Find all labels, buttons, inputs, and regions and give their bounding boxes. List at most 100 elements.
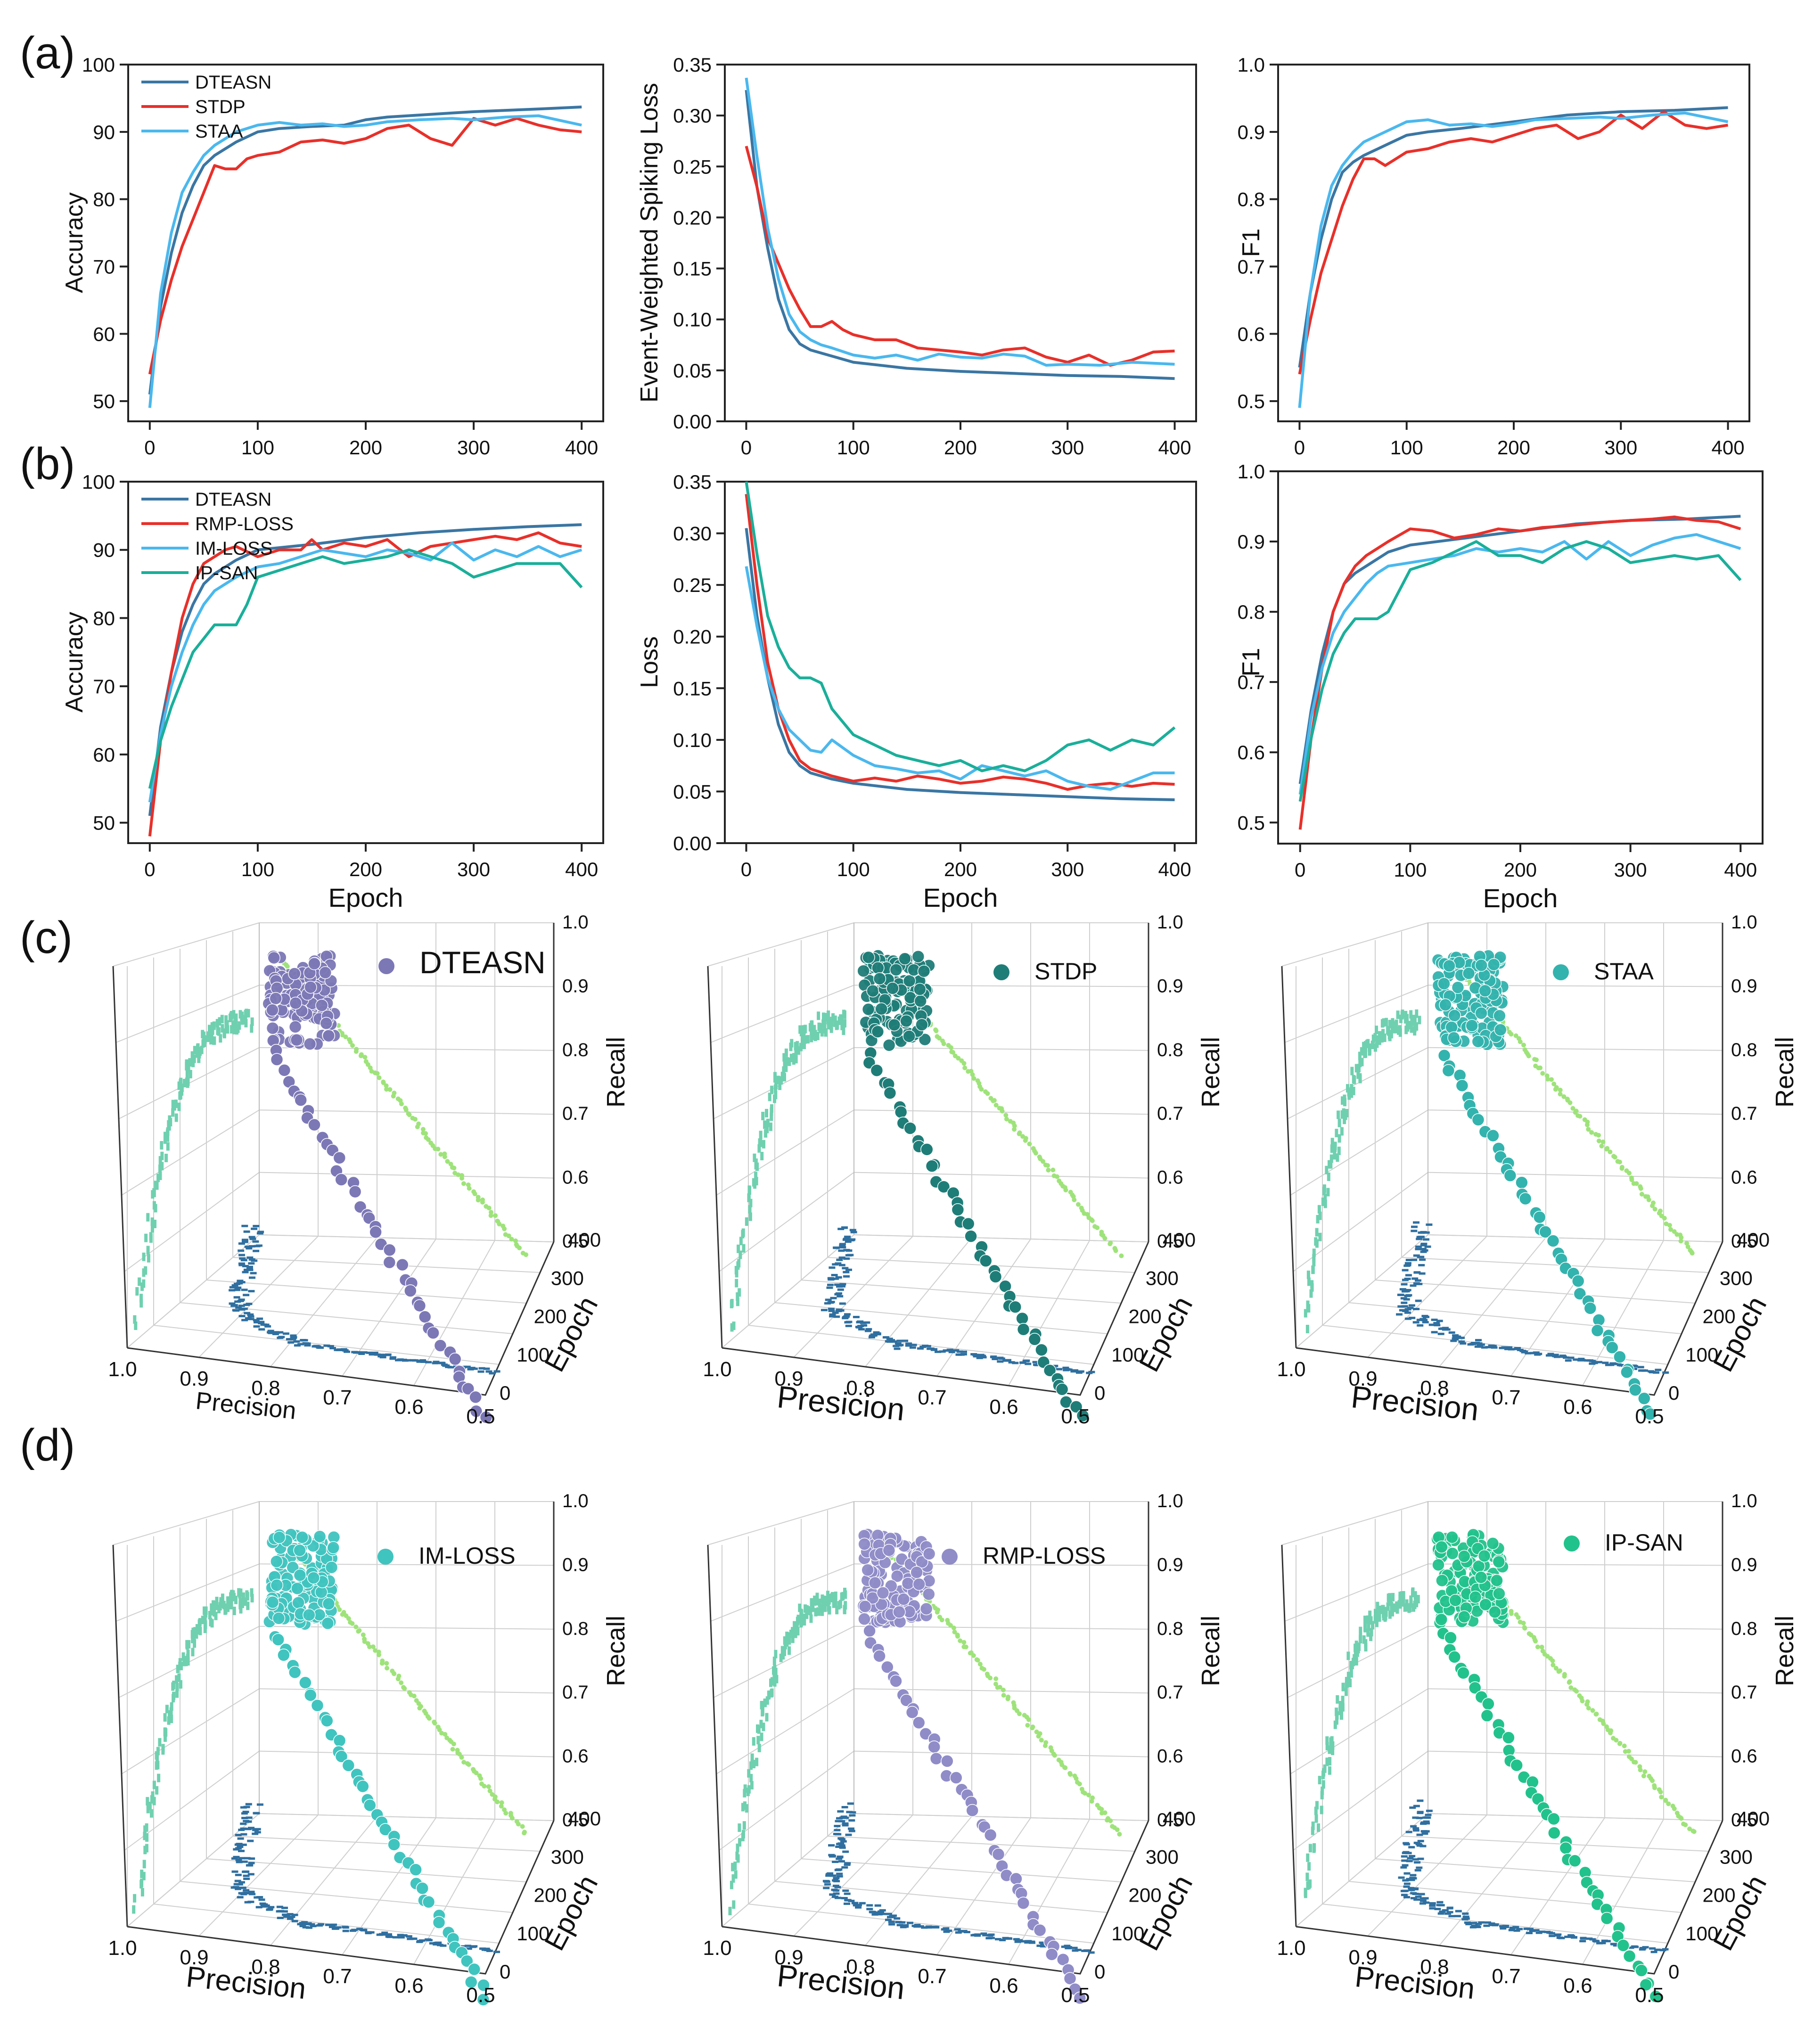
scatter-point (1623, 1949, 1636, 1963)
bottom-projection-point (1444, 1328, 1451, 1331)
bottom-projection-point (825, 1298, 832, 1301)
scatter-point (894, 1105, 908, 1119)
side-projection-point (773, 1084, 777, 1093)
series-line-rmp-loss (148, 531, 582, 837)
bottom-projection-point (246, 1265, 253, 1268)
side-projection-point (812, 1025, 816, 1034)
side-projection-point (1381, 1029, 1385, 1038)
scatter-point (1451, 981, 1465, 994)
scatter-point (1502, 1731, 1515, 1744)
bottom-projection-point (316, 1924, 323, 1927)
side-projection-point (1340, 1127, 1344, 1136)
series-line-dteasn (745, 90, 1175, 380)
scatter-point (293, 1543, 306, 1557)
bottom-projection-point (828, 1854, 835, 1856)
bottom-projection-point (1088, 1371, 1095, 1373)
side-projection-point (794, 1055, 798, 1064)
grid-line (113, 1501, 260, 1545)
top-projection-point (377, 1075, 382, 1080)
bottom-projection-point (856, 1321, 863, 1323)
bottom-projection-point (246, 1256, 254, 1259)
side-projection-point (1409, 1595, 1413, 1604)
bottom-projection-point (1604, 1940, 1611, 1943)
bottom-projection-point (829, 1266, 836, 1269)
side-projection-point (1358, 1051, 1362, 1060)
scatter-point (1620, 1365, 1633, 1379)
side-projection-point (813, 1030, 817, 1038)
side-projection-point (1402, 1597, 1405, 1606)
grid-line (232, 1836, 541, 1852)
bottom-projection-point (874, 1332, 881, 1335)
bottom-projection-point (1020, 1940, 1027, 1943)
side-projection-point (155, 1751, 158, 1760)
top-projection-point (1679, 1816, 1684, 1821)
y-tick-label: 0.25 (673, 156, 712, 178)
side-projection-point (195, 1630, 198, 1639)
side-projection-point (736, 1854, 740, 1863)
scatter-point (902, 974, 916, 988)
side-projection-point (1403, 1603, 1407, 1612)
side-projection-point (752, 1760, 755, 1768)
top-projection-point (1076, 1202, 1081, 1207)
scatter-point (303, 1608, 316, 1622)
bottom-projection-point (1608, 1363, 1615, 1366)
bottom-projection-point (841, 1806, 848, 1808)
side-projection-point (241, 1597, 245, 1606)
x-tick-label: 300 (1051, 436, 1084, 459)
x-tick-label: 0.8 (1420, 1955, 1449, 1978)
top-projection-point (968, 1650, 973, 1656)
side-projection-point (158, 1171, 162, 1180)
top-projection-point (962, 1065, 968, 1070)
scatter-point (1600, 1912, 1614, 1925)
bottom-projection-point (1589, 1938, 1596, 1941)
bottom-projection-point (239, 1887, 246, 1889)
scatter-point (989, 1270, 1002, 1283)
grid-line (1428, 1047, 1723, 1051)
bottom-projection-point (882, 1336, 889, 1339)
side-projection-point (1363, 1616, 1367, 1625)
side-projection-point (1380, 1019, 1384, 1028)
side-projection-point (160, 1151, 164, 1160)
side-projection-point (212, 1600, 215, 1609)
x-tick-label: 0.9 (1348, 1367, 1377, 1390)
bottom-projection-point (1539, 1930, 1546, 1933)
bottom-projection-point (1436, 1901, 1444, 1904)
top-projection-point (1549, 1077, 1554, 1082)
bottom-projection-point (838, 1860, 845, 1863)
top-projection-point (1005, 1696, 1010, 1701)
plot-frame (127, 64, 604, 422)
top-projection-point (1558, 1087, 1563, 1092)
bottom-projection-point (243, 1874, 250, 1877)
series-line-dteasn (745, 528, 1175, 801)
top-projection-point (1026, 1717, 1031, 1722)
bottom-projection-point (244, 1245, 251, 1248)
bottom-projection-point (1014, 1940, 1021, 1943)
scatter-point (1546, 1234, 1560, 1248)
side-projection-point (1390, 1601, 1394, 1610)
top-projection-point (1089, 1799, 1094, 1804)
side-projection-point (835, 1021, 838, 1030)
scatter-point (1469, 1591, 1482, 1604)
z-axis-label: Recall (1771, 1037, 1799, 1108)
top-projection-point (1001, 1687, 1006, 1692)
bottom-projection-point (1465, 1923, 1472, 1926)
bottom-projection-point (1404, 1317, 1411, 1320)
y-axis-label: Epoch (538, 1870, 604, 1956)
top-projection-point (1652, 1785, 1657, 1790)
z-tick-label: 0.7 (1731, 1682, 1757, 1703)
bottom-projection-point (1402, 1279, 1409, 1281)
bottom-projection-point (236, 1861, 243, 1863)
bottom-projection-point (245, 1317, 252, 1320)
side-projection-point (818, 1598, 821, 1607)
scatter-point (858, 1600, 872, 1613)
bottom-projection-point (842, 1889, 849, 1892)
bottom-projection-point (384, 1354, 391, 1356)
side-projection-point (781, 1650, 785, 1658)
side-projection-point (158, 1156, 162, 1165)
side-projection-point (1304, 1888, 1307, 1896)
scatter-point (1016, 1312, 1029, 1325)
z-tick-label: 1.0 (1731, 1491, 1757, 1511)
scatter-point (1488, 1605, 1501, 1619)
bottom-projection-point (980, 1356, 987, 1359)
bottom-projection-point (835, 1276, 842, 1279)
